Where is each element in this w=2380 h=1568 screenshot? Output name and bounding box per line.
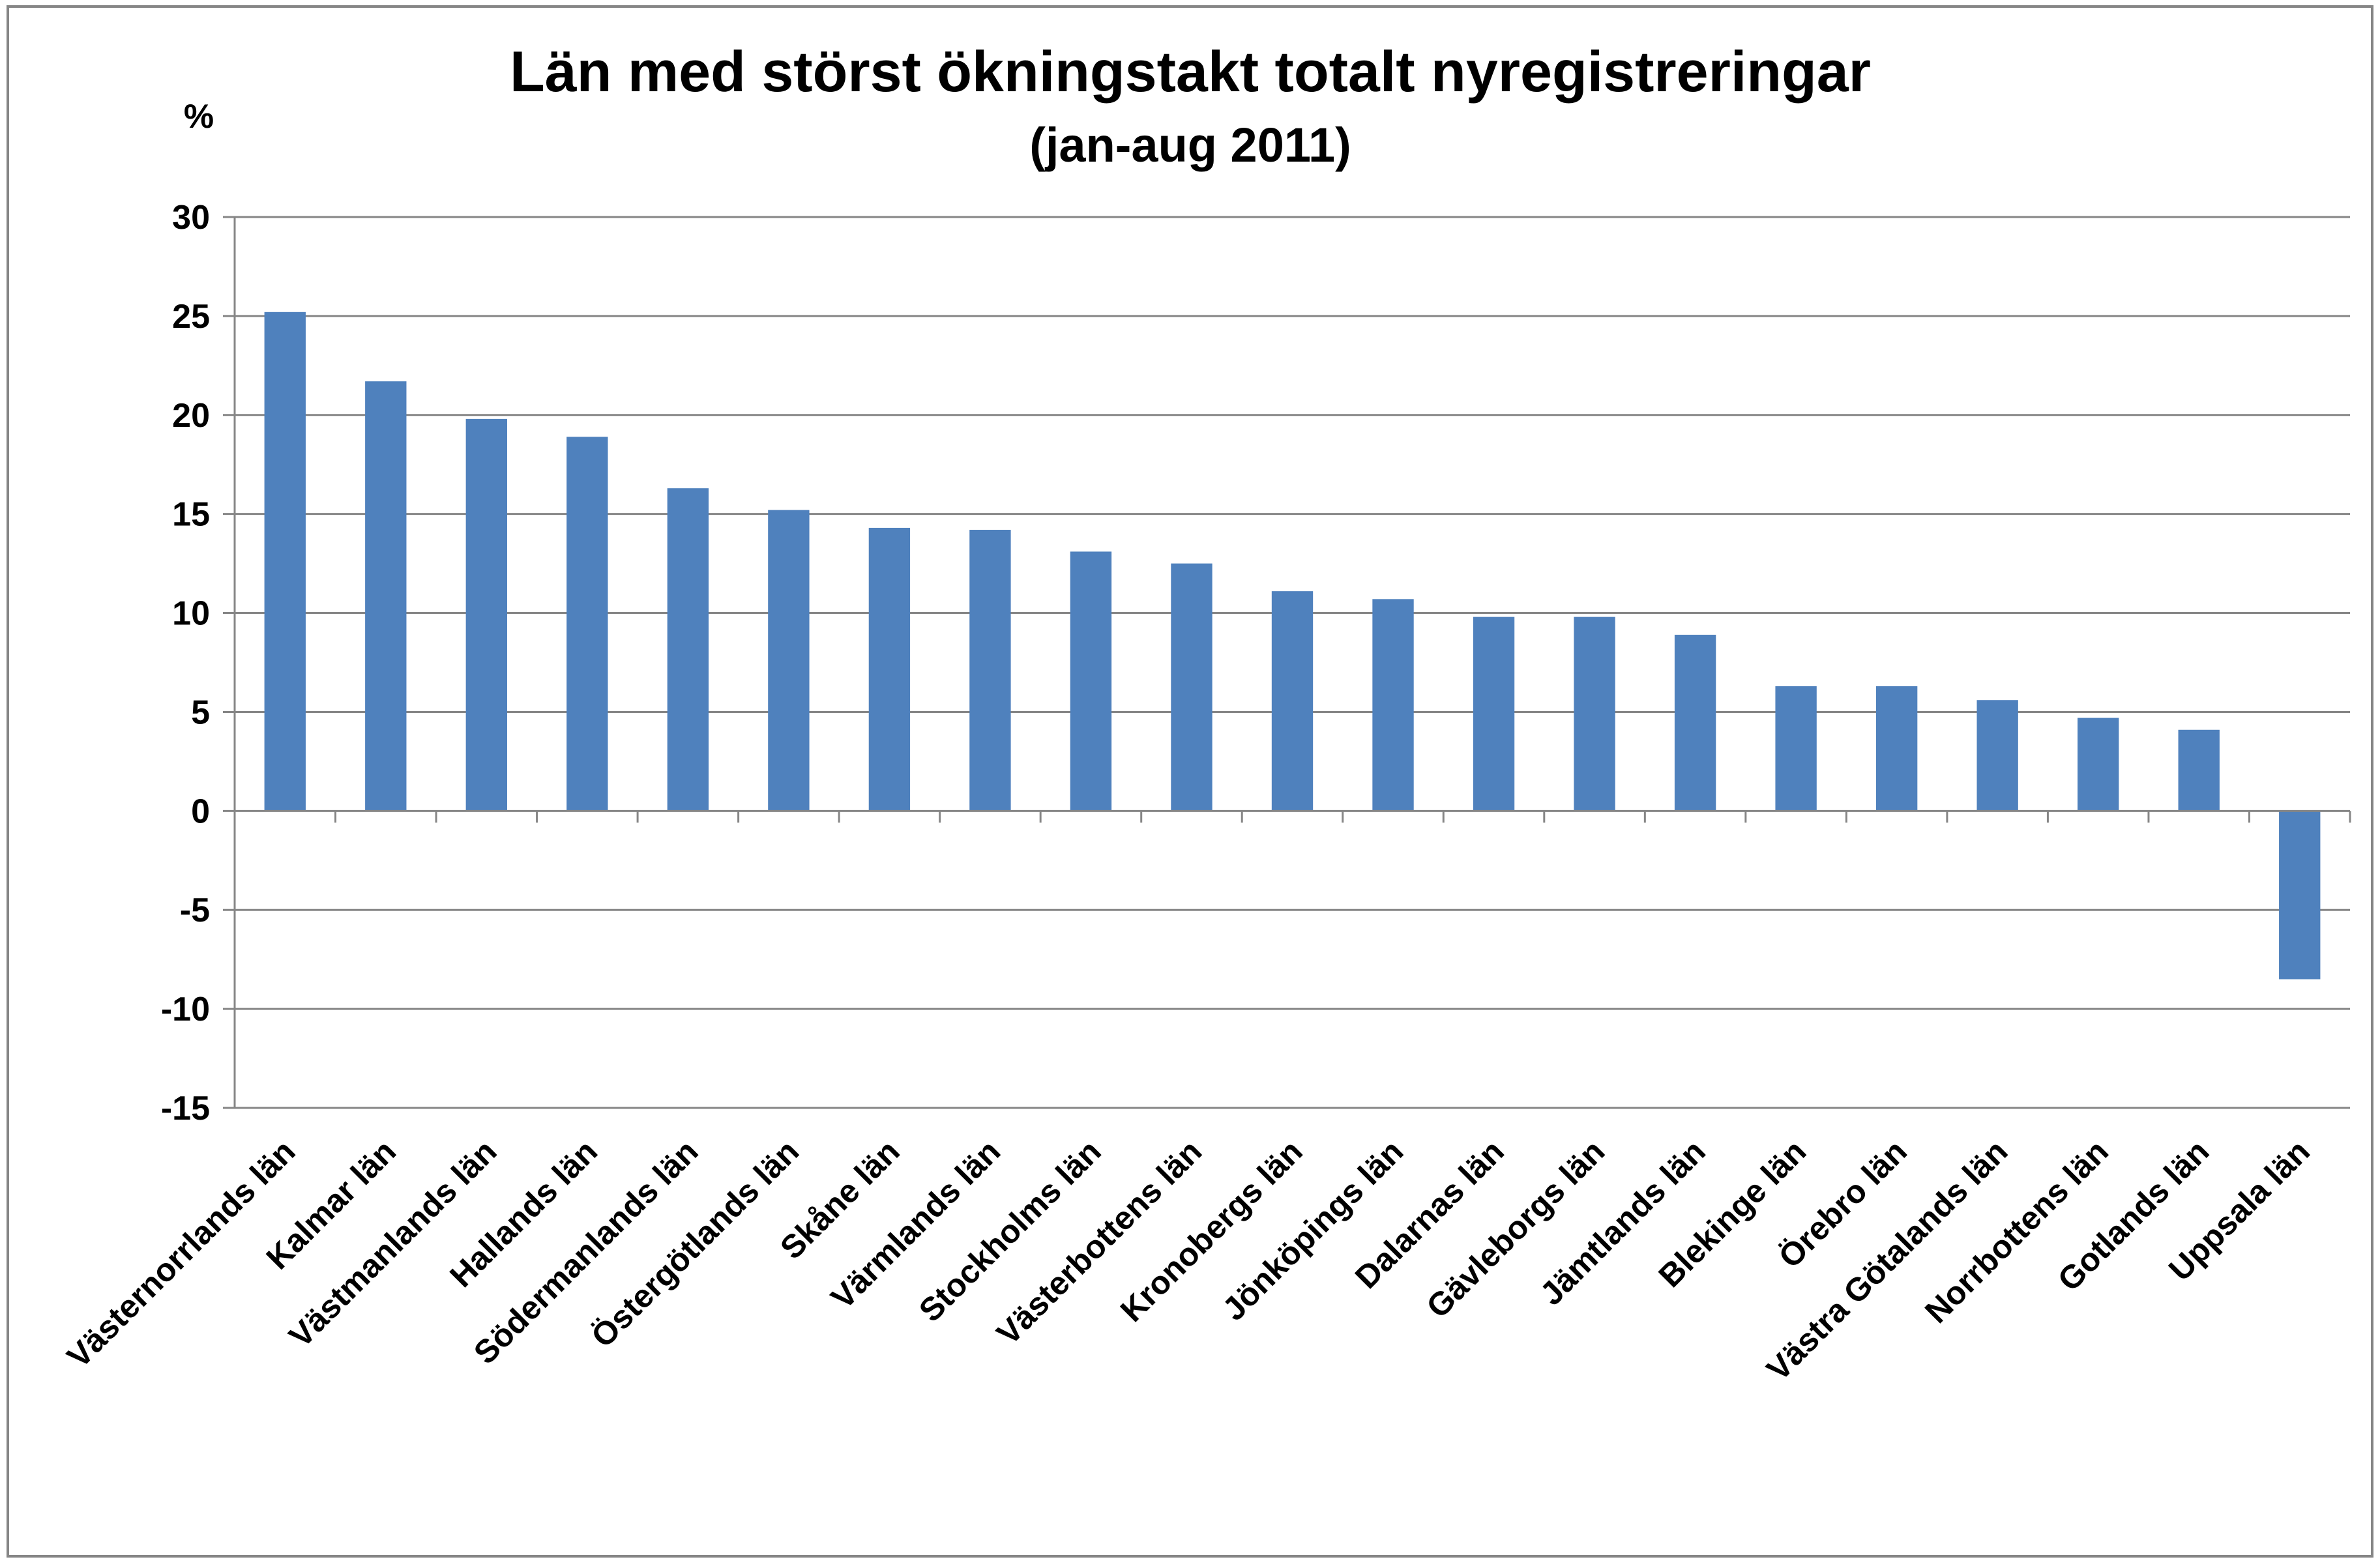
bars [264,312,2321,980]
bar [264,312,306,811]
y-tick-label: 15 [172,496,210,534]
y-tick-label: -10 [161,991,210,1028]
bar [566,437,608,811]
chart-title: Län med störst ökningstakt totalt nyregi… [510,39,1871,104]
bar [1271,591,1314,811]
axes [233,217,2351,1108]
y-tick-label: 0 [191,792,210,830]
bar [768,510,810,811]
bar [1171,563,1212,811]
y-tick-label: 20 [172,397,210,435]
y-tick-label: 5 [191,693,210,731]
y-tick-label: 30 [172,199,210,237]
bar [1674,634,1716,811]
bar [2078,718,2119,811]
y-tick-label: -5 [180,892,210,929]
bar [365,381,407,811]
y-tick-label: 10 [172,595,210,633]
bar [2178,729,2220,811]
y-axis-label: % [184,98,214,136]
bar [1976,700,2018,811]
bar [1070,551,1112,811]
bar [2279,811,2321,980]
chart-subtitle: (jan-aug 2011) [1029,118,1351,172]
bar [1372,599,1414,811]
bar [667,488,709,811]
bar [465,418,507,811]
bar [868,527,911,811]
y-tick-label: -15 [161,1090,210,1127]
bar [969,529,1011,811]
bar [1473,617,1515,811]
bar [1574,617,1615,811]
bar [1775,686,1817,811]
y-tick-label: 25 [172,298,210,336]
y-tick-labels: 30 25 20 15 10 5 0 -5 -10 -15 [161,199,210,1127]
bar [1875,686,1918,811]
